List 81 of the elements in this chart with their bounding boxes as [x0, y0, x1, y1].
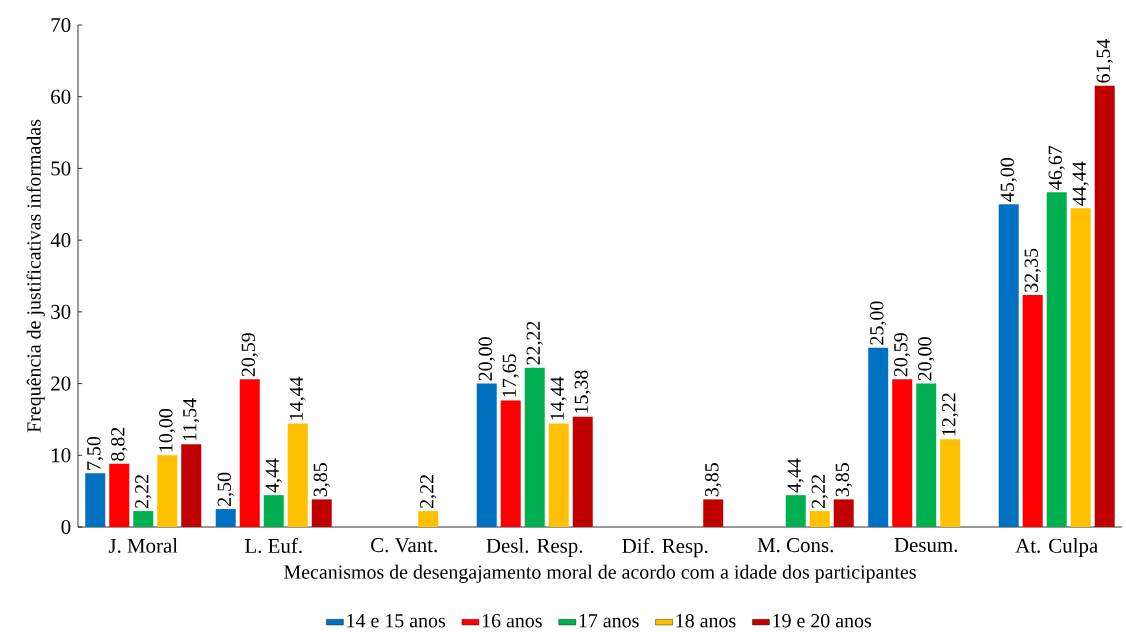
bar: [1094, 85, 1115, 527]
bar: [916, 383, 937, 527]
bar: [1046, 192, 1067, 527]
legend-label: 14 e 15 anos: [347, 614, 446, 628]
y-tick-label: 0: [61, 519, 71, 535]
bar: [868, 347, 889, 527]
data-label: 2,22: [420, 475, 437, 509]
legend-label: 19 e 20 anos: [773, 614, 872, 628]
bar: [133, 511, 154, 527]
bar: [215, 509, 236, 527]
data-label: 10,00: [159, 409, 176, 452]
x-tick-label: At. Culpa: [1015, 538, 1098, 558]
x-tick-label: J. Moral: [108, 538, 178, 553]
data-label: 20,59: [894, 333, 911, 377]
y-tick-label: 40: [50, 233, 71, 248]
bar: [785, 495, 806, 527]
data-label: 4,44: [787, 458, 804, 493]
data-label: 2,50: [217, 472, 234, 506]
bar: [109, 463, 130, 527]
bar: [500, 400, 521, 527]
data-label: 45,00: [1000, 158, 1017, 202]
bar: [1022, 295, 1043, 527]
data-label: 14,44: [550, 376, 567, 420]
bar: [239, 379, 260, 527]
data-label: 8,82: [111, 427, 128, 461]
data-label: 20,00: [918, 337, 935, 381]
bar: [703, 499, 724, 527]
x-tick-label: Dif. Resp.: [622, 538, 708, 558]
bar: [572, 416, 593, 527]
bar: [524, 367, 545, 527]
bar: [85, 473, 106, 527]
bar: [833, 499, 854, 527]
data-label: 3,85: [705, 463, 722, 497]
data-label: 20,59: [241, 333, 258, 377]
data-label: 15,38: [574, 370, 591, 413]
y-tick-label: 10: [52, 448, 71, 463]
y-tick-label: 60: [51, 89, 71, 104]
data-label: 22,22: [526, 321, 543, 365]
x-tick-label: L. Euf.: [245, 538, 302, 554]
data-label: 32,35: [1024, 248, 1041, 292]
bar: [263, 495, 284, 527]
x-tick-label: Desl. Resp.: [486, 538, 583, 558]
bar: [892, 379, 913, 527]
bar: [287, 423, 308, 527]
bar: [1070, 208, 1091, 527]
y-tick-label: 50: [51, 161, 71, 176]
bar: [548, 423, 569, 527]
data-label: 61,54: [1096, 38, 1113, 83]
data-label: 4,44: [265, 458, 282, 493]
data-label: 12,22: [942, 393, 959, 436]
bar: [311, 499, 332, 527]
data-label: 7,50: [87, 436, 104, 470]
data-label: 11,54: [183, 398, 200, 441]
legend-label: 17 anos: [579, 614, 639, 628]
bar: [940, 439, 961, 527]
data-label: 17,65: [502, 354, 519, 397]
bar: [157, 455, 178, 527]
data-label: 25,00: [870, 301, 887, 345]
bar: [809, 511, 830, 527]
data-label: 2,22: [135, 475, 152, 509]
legend-label: 18 anos: [676, 614, 736, 628]
data-label: 3,85: [835, 463, 852, 497]
legend-label: 16 anos: [482, 614, 542, 628]
x-tick-label: Desum.: [894, 538, 958, 553]
data-label: 2,22: [811, 475, 828, 509]
data-label: 46,67: [1048, 145, 1065, 190]
data-label: 3,85: [313, 463, 330, 497]
x-tick-label: C. Vant.: [371, 538, 437, 553]
data-label: 14,44: [289, 376, 306, 420]
bar: [476, 383, 497, 527]
y-tick-label: 30: [51, 304, 71, 319]
y-tick-label: 20: [51, 376, 71, 391]
bar: [998, 204, 1019, 527]
data-label: 44,44: [1072, 161, 1089, 206]
bar: [418, 511, 439, 527]
bar: [181, 444, 202, 527]
y-axis-title: Frequência de justificativas informadas: [26, 119, 45, 433]
x-tick-label: M. Cons.: [757, 538, 833, 553]
y-tick-label: 70: [51, 17, 71, 33]
x-axis-title: Mecanismos de desengajamento moral de acordo com a idade dos participantes: [284, 564, 916, 583]
data-label: 20,00: [478, 337, 495, 381]
